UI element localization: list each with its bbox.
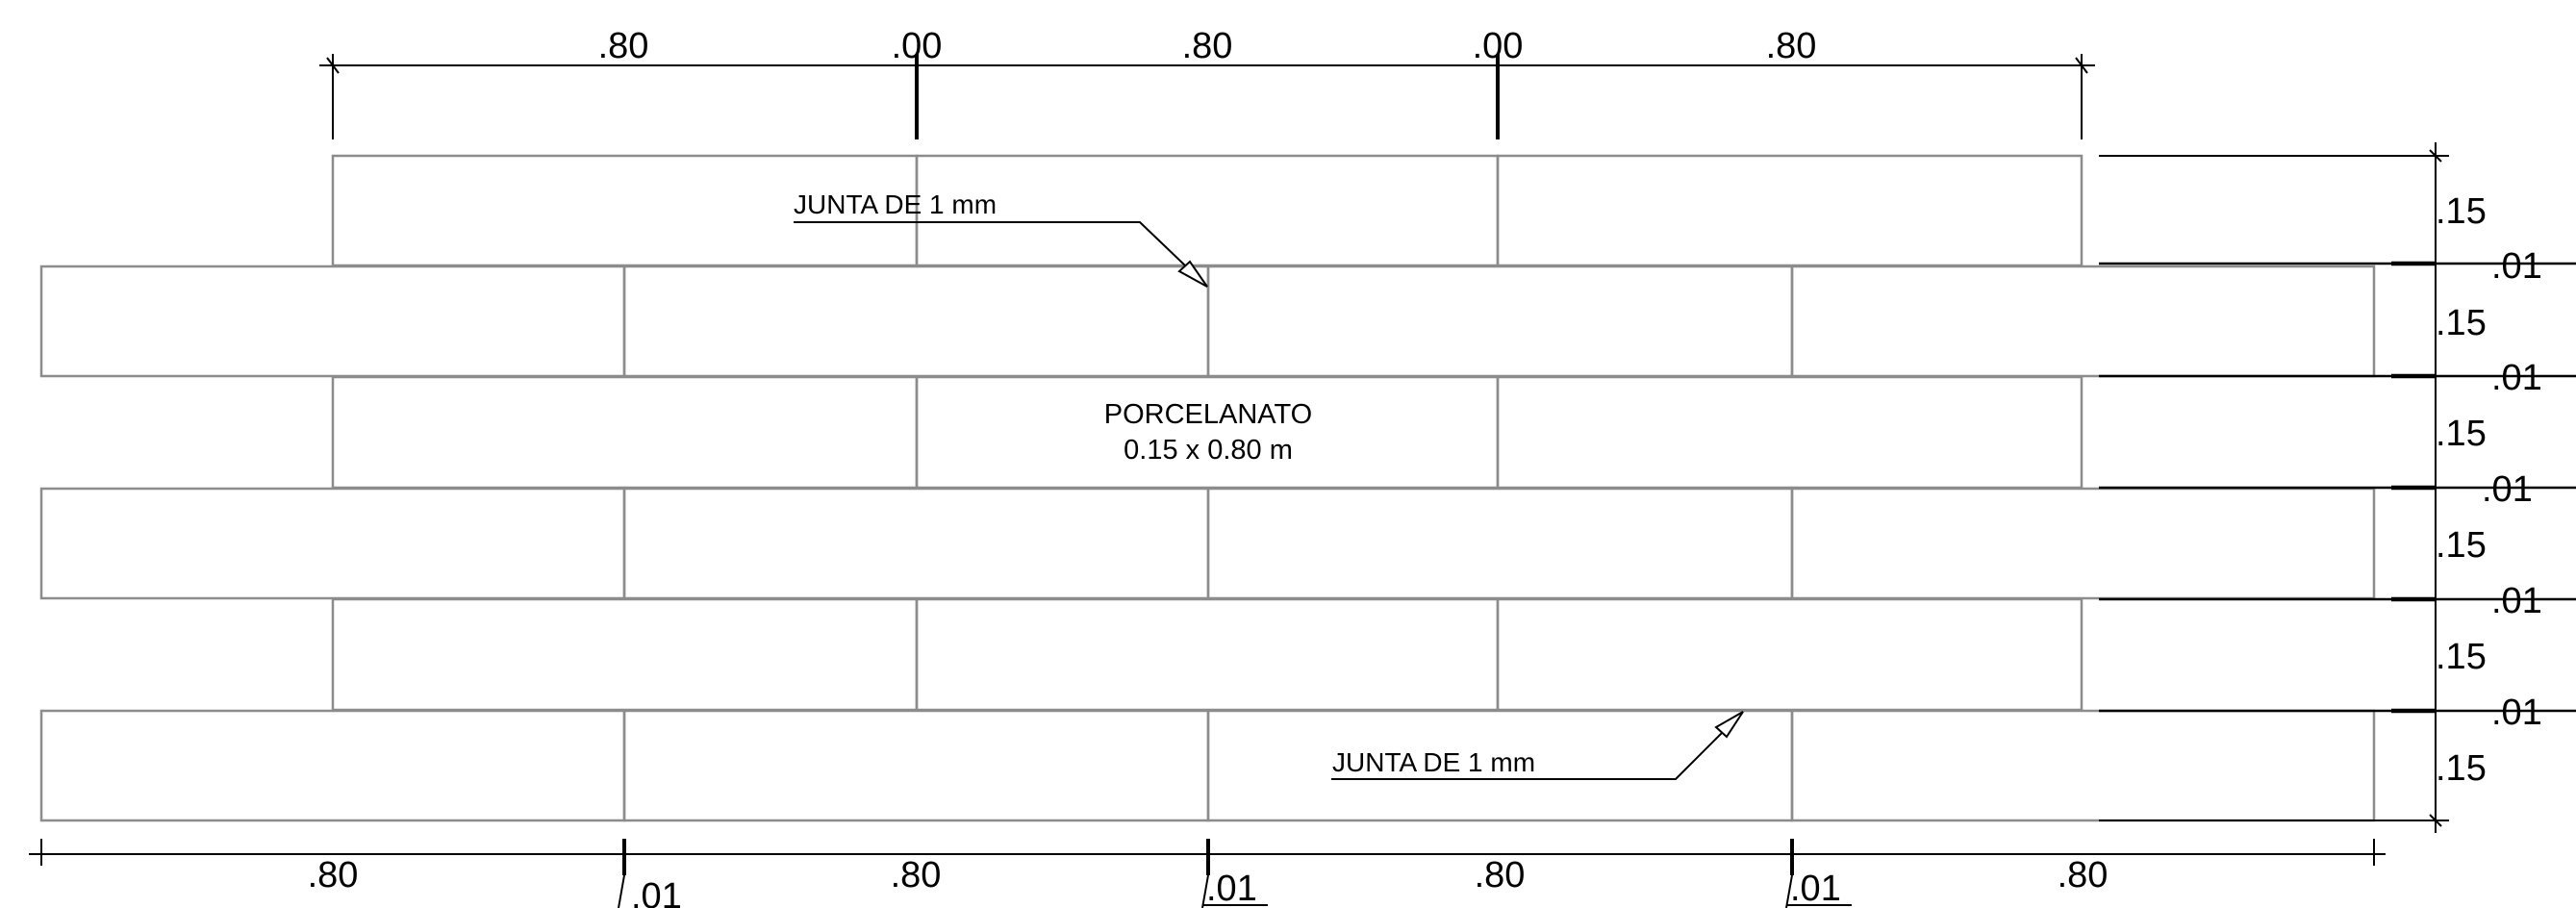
tile (1496, 154, 2084, 267)
material-name: PORCELANATO (1104, 399, 1312, 430)
leader-joint-bottom (1331, 711, 1744, 780)
right-tile-label: .15 (2436, 525, 2487, 566)
top-dimension-labels: .80 .00 .80 .00 .80 (598, 26, 1817, 66)
tile (1790, 265, 2376, 378)
top-dim-label: .80 (1182, 26, 1233, 66)
bottom-dimension-line (29, 839, 2386, 908)
tile (1206, 487, 1794, 600)
right-joint-label: .01 (2491, 358, 2542, 398)
right-joint-label: .01 (2491, 246, 2542, 287)
tile (1206, 265, 1794, 378)
tile (1790, 709, 2376, 822)
tile (331, 597, 919, 712)
right-tile-label: .15 (2436, 191, 2487, 232)
bottom-dim-label: .80 (891, 855, 942, 895)
tile (1790, 487, 2376, 600)
bottom-joint-label: .01 (1206, 869, 1257, 908)
tile (1496, 375, 2084, 490)
material-size: 0.15 x 0.80 m (1124, 435, 1293, 466)
right-joint-label: .01 (2491, 693, 2542, 733)
tile (331, 375, 919, 490)
top-dim-label: .00 (1473, 26, 1524, 66)
top-dim-label: .80 (1766, 26, 1817, 66)
bottom-dim-label: .80 (308, 855, 359, 895)
tile (622, 487, 1210, 600)
top-dimension-line (319, 54, 2095, 139)
tile (39, 265, 626, 378)
bottom-dim-label: .80 (1475, 855, 1526, 895)
right-tile-label: .15 (2436, 637, 2487, 677)
bottom-joint-label: .01 (631, 876, 682, 908)
right-tile-label: .15 (2436, 303, 2487, 343)
top-dim-label: .00 (892, 26, 943, 66)
bottom-dimension-labels: .80 .80 .80 .80 .01 .01 .01 (308, 855, 2109, 908)
tile-grid (39, 154, 2376, 822)
tile (622, 265, 1210, 378)
tile (915, 154, 1500, 267)
right-dimension-line (2099, 142, 2576, 833)
right-dimension-labels: .15 .15 .15 .15 .15 .15 .01 .01 .01 .01 … (2436, 191, 2542, 789)
joint-note-top: JUNTA DE 1 mm (794, 189, 997, 219)
right-tile-label: .15 (2436, 414, 2487, 454)
tile (622, 709, 1210, 822)
bottom-dim-label: .80 (2058, 855, 2109, 895)
tile (39, 487, 626, 600)
bottom-joint-label: .01 (1790, 869, 1841, 908)
joint-note-bottom: JUNTA DE 1 mm (1332, 747, 1535, 777)
right-joint-label: .01 (2482, 469, 2533, 510)
tile (915, 597, 1500, 712)
tile (915, 375, 1500, 490)
leader-joint-top (794, 221, 1208, 288)
right-joint-label: .01 (2491, 581, 2542, 621)
tile (39, 709, 626, 822)
tile (1496, 597, 2084, 712)
top-dim-label: .80 (598, 26, 649, 66)
right-tile-label: .15 (2436, 748, 2487, 789)
